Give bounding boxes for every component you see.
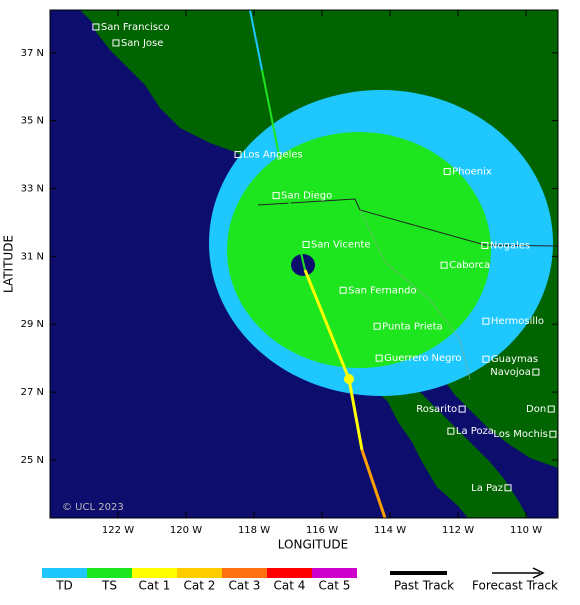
city-label: Phoenix — [452, 167, 492, 178]
city-marker — [482, 317, 490, 325]
y-tick-label: 35 N — [21, 116, 44, 127]
city-marker — [234, 151, 242, 159]
city-label: San Vicente — [311, 239, 370, 250]
city-label: San Jose — [121, 38, 163, 49]
legend-swatch — [267, 568, 312, 578]
city-marker — [458, 405, 466, 413]
ts-wind-field — [227, 132, 491, 368]
copyright: © UCL 2023 — [62, 502, 124, 513]
city-marker — [375, 354, 383, 362]
x-tick-label: 114 W — [374, 525, 406, 536]
city-marker — [532, 368, 540, 376]
y-tick-label: 37 N — [21, 48, 44, 59]
track-segment — [261, 69, 306, 271]
plot-frame — [49, 9, 559, 519]
city-label: Los Mochis — [493, 429, 547, 440]
map-area: San Francisco San Jose Los Angeles San Dieg… — [50, 10, 558, 518]
y-axis-title: LATITUDE — [2, 235, 16, 293]
y-tick-label: 33 N — [21, 183, 44, 194]
city-marker — [447, 427, 455, 435]
legend-label: Cat 2 — [184, 579, 216, 593]
city-marker — [481, 242, 489, 250]
y-tick-label: 27 N — [21, 387, 44, 398]
city-marker — [272, 192, 280, 200]
x-tick-label: 120 W — [170, 525, 202, 536]
x-tick-label: 118 W — [238, 525, 270, 536]
city-marker — [92, 23, 100, 31]
y-tick-label: 29 N — [21, 319, 44, 330]
city-marker — [440, 261, 448, 269]
city-marker — [504, 484, 512, 492]
legend-swatch — [177, 568, 222, 578]
x-tick-label: 116 W — [306, 525, 338, 536]
legend-label: Cat 5 — [319, 579, 351, 593]
city-marker — [339, 286, 347, 294]
x-tick-label: 112 W — [442, 525, 474, 536]
gulf-of-california — [379, 262, 558, 518]
x-tick-label: 110 W — [510, 525, 542, 536]
legend-swatch — [222, 568, 267, 578]
city-marker — [443, 168, 451, 176]
city-marker — [549, 430, 557, 438]
x-tick-label: 122 W — [102, 525, 134, 536]
city-label: San Fernando — [348, 285, 417, 296]
state-line — [359, 209, 471, 381]
city-marker — [302, 240, 310, 248]
city-label: Guerrero Negro — [384, 353, 461, 364]
y-tick-label: 25 N — [21, 455, 44, 466]
city-label: La Poza — [456, 426, 494, 437]
city-label: Hermosillo — [491, 316, 544, 327]
legend-label: Past Track — [394, 579, 454, 593]
city-label: La Paz — [471, 483, 503, 494]
city-label: San Francisco — [101, 22, 170, 33]
city-label: Guaymas — [491, 354, 538, 365]
city-marker — [482, 355, 490, 363]
legend-label: TD — [55, 579, 73, 593]
city-marker — [547, 405, 555, 413]
legend-swatch — [87, 568, 132, 578]
legend-swatch — [312, 568, 357, 578]
city-marker — [112, 39, 120, 47]
city-label: Navojoa — [490, 367, 531, 378]
legend-label: TS — [101, 579, 117, 593]
storm-position — [344, 374, 354, 384]
city-label: Nogales — [490, 241, 530, 252]
legend-swatch — [132, 568, 177, 578]
legend-swatch — [42, 568, 87, 578]
city-label: Los Angeles — [243, 150, 303, 161]
track-segment — [360, 449, 387, 518]
legend-label: Forecast Track — [472, 579, 558, 593]
city-label: Don — [526, 404, 546, 415]
legend-label: Cat 3 — [229, 579, 261, 593]
forecast-arrow — [532, 567, 545, 579]
city-label: Caborca — [449, 260, 490, 271]
city-label: Rosarito — [416, 404, 457, 415]
x-axis-title: LONGITUDE — [278, 538, 348, 552]
city-label: San Diego — [281, 191, 332, 202]
y-tick-label: 31 N — [21, 251, 44, 262]
legend-label: Cat 4 — [274, 579, 306, 593]
track-segment — [249, 10, 263, 71]
city-label: Punta Prieta — [382, 321, 443, 332]
city-marker — [373, 322, 381, 330]
legend-label: Cat 1 — [139, 579, 171, 593]
